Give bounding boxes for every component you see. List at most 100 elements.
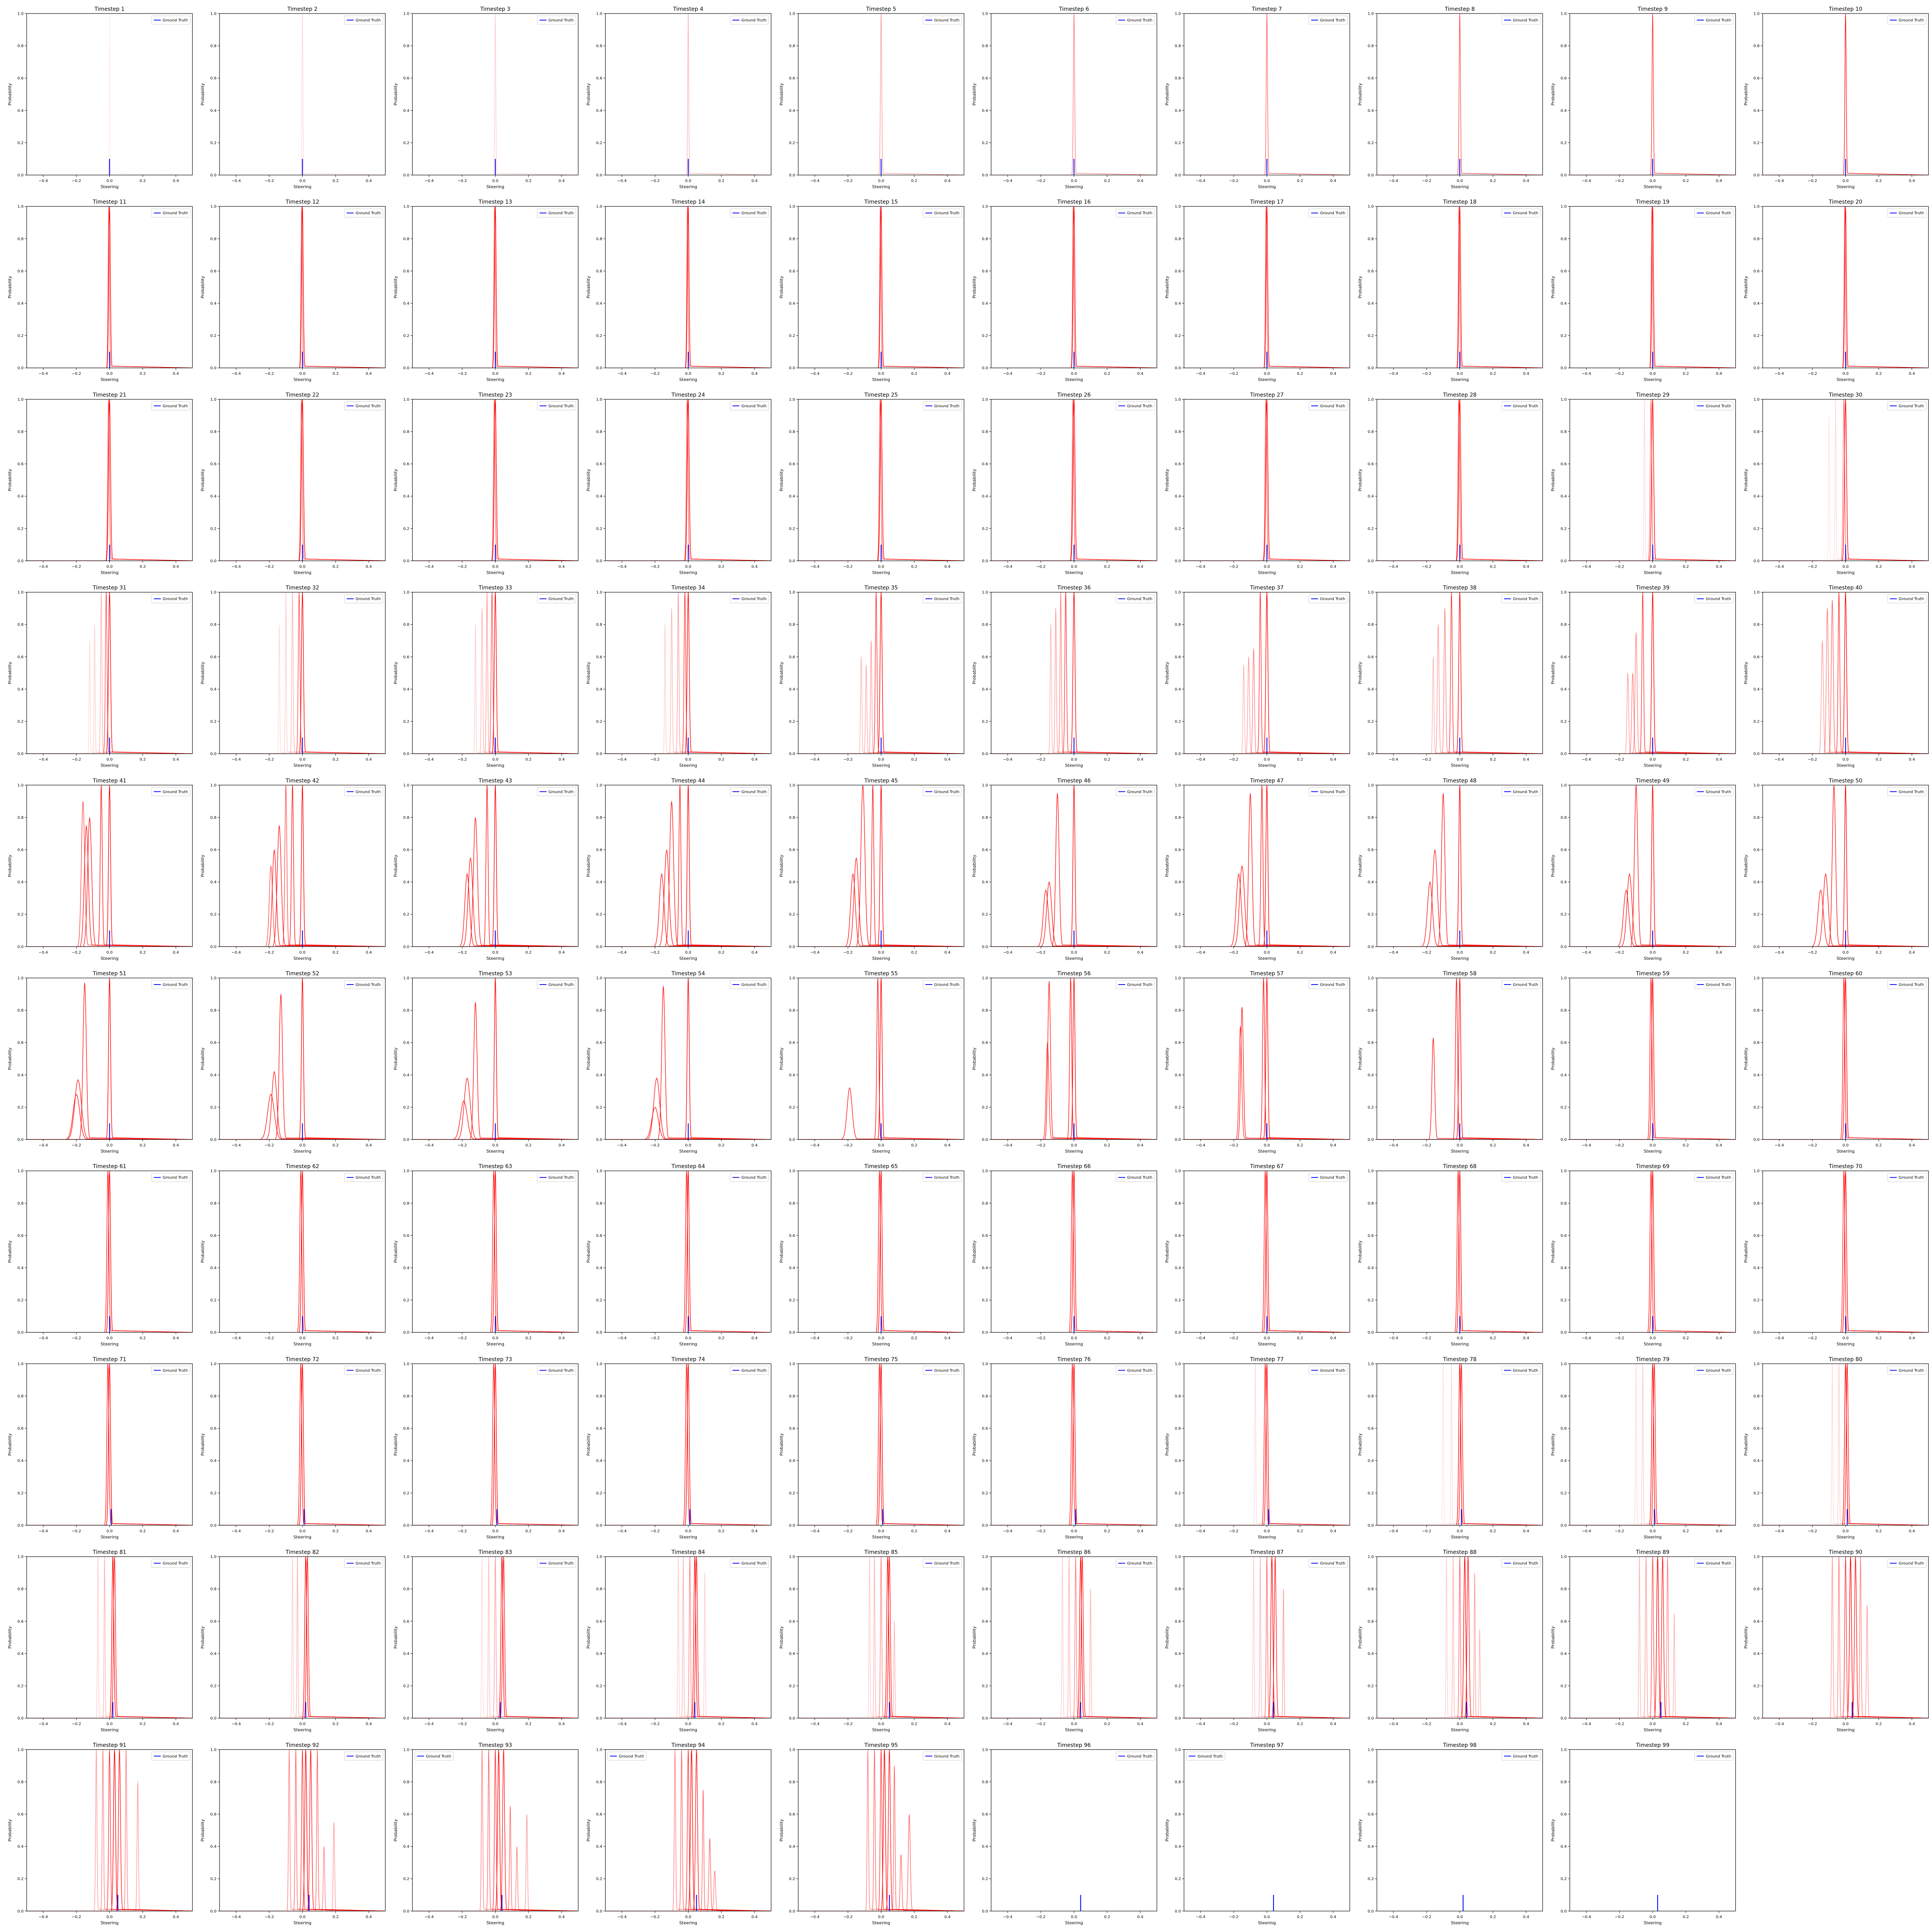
x-tick-label: −0.2 [1808,179,1817,183]
x-tick-label: 0.2 [1490,1529,1496,1533]
y-tick-label: 0.2 [982,1684,988,1689]
legend: Ground Truth [1694,15,1734,25]
axes-frame [1570,13,1736,175]
axes-frame [412,592,579,754]
x-tick-label: 0.2 [718,951,724,955]
legend: Ground Truth [537,1366,576,1375]
prediction-curve [798,978,964,1139]
prediction-curve [605,872,771,947]
legend-label: Ground Truth [934,1754,959,1759]
prediction-curve [1184,206,1350,368]
subplot-title: Timestep 43 [478,778,512,784]
subplot-title: Timestep 52 [285,971,319,977]
prediction-curve [1377,1556,1543,1718]
y-tick-label: 1.0 [596,1555,602,1559]
x-axis-label: Steering [486,184,504,189]
x-tick-label: 0.4 [1523,565,1529,569]
y-tick-label: 0.0 [403,1909,409,1913]
x-tick-label: 0.4 [1909,758,1915,762]
y-tick-label: 0.8 [982,1009,988,1013]
x-tick-label: 0.4 [1523,372,1529,376]
legend: Ground Truth [1116,1559,1155,1568]
y-tick-label: 1.0 [596,590,602,595]
subplot-23: Timestep 23−0.4 −0.2 0.0 0.2 0.40.00.20.40.6… [393,392,579,575]
x-tick-label: 0.2 [911,758,917,762]
x-axis-label: Steering [1451,184,1469,189]
x-axis-label: Steering [1644,377,1662,382]
legend-box [730,980,769,989]
prediction-curve [1184,1364,1350,1526]
prediction-curve [1762,785,1929,947]
x-tick-label: 0.4 [1330,1915,1336,1919]
x-tick-label: −0.4 [39,1722,48,1726]
y-tick-label: 0.2 [789,1298,795,1303]
subplot-42: Timestep 42−0.4 −0.2 0.0 0.2 0.40.00.20.40.6… [200,778,386,961]
x-tick-label: 0.0 [1264,1915,1270,1919]
y-axis-label: Probability [393,469,398,492]
y-tick-label: 0.6 [982,77,988,81]
subplot-title: Timestep 76 [1057,1356,1091,1362]
x-tick-label: −0.2 [1036,1143,1046,1148]
x-tick-label: −0.2 [457,179,467,183]
prediction-curve [412,592,578,754]
prediction-curve [27,399,192,561]
legend-box [344,1559,383,1568]
y-tick-label: 1.0 [17,1362,24,1366]
legend-box [537,594,576,604]
y-tick-label: 0.2 [1561,1877,1567,1881]
axes-frame [1570,1170,1736,1333]
y-tick-label: 0.4 [1753,1459,1760,1463]
y-axis-label: Probability [1357,1047,1362,1070]
prediction-curve [991,1556,1157,1718]
y-tick-label: 1.0 [1367,783,1374,787]
plot-area [27,1749,192,1911]
subplot-title: Timestep 15 [864,199,898,205]
legend: Ground Truth [1694,401,1734,410]
prediction-curve [991,981,1157,1139]
y-tick-label: 0.4 [1175,109,1181,113]
legend: Ground Truth [151,1559,190,1568]
legend-label: Ground Truth [355,1754,381,1759]
x-tick-label: 0.2 [911,565,917,569]
y-tick-label: 0.4 [1367,1073,1374,1077]
legend: Ground Truth [1501,787,1541,796]
y-tick-label: 0.4 [403,495,409,499]
y-tick-label: 0.4 [17,109,24,113]
y-tick-label: 0.6 [403,77,409,81]
subplot-title: Timestep 2 [287,6,318,12]
subplot-title: Timestep 80 [1828,1356,1862,1362]
y-axis-label: Probability [200,469,205,492]
legend: Ground Truth [1694,980,1734,989]
x-axis-label: Steering [486,1534,504,1539]
subplot-title: Timestep 64 [671,1163,705,1170]
legend-label: Ground Truth [742,1176,767,1180]
y-tick-label: 0.6 [210,848,216,852]
subplot-39: Timestep 39−0.4 −0.2 0.0 0.2 0.40.00.20.40.6… [1551,585,1736,768]
y-tick-label: 0.8 [17,1587,24,1592]
subplot-24: Timestep 24−0.4 −0.2 0.0 0.2 0.40.00.20.40.6… [586,392,772,575]
subplot-title: Timestep 83 [478,1549,512,1556]
prediction-curve [991,592,1157,754]
x-tick-label: −0.2 [72,1143,81,1148]
x-axis-label: Steering [872,956,890,961]
subplot-19: Timestep 19−0.4 −0.2 0.0 0.2 0.40.00.20.40.6… [1551,199,1736,382]
y-axis-label: Probability [586,662,591,684]
x-tick-label: −0.4 [1775,1143,1784,1148]
subplot-97: Timestep 97−0.4 −0.2 0.0 0.2 0.40.00.20.40.6… [1165,1742,1350,1925]
x-tick-label: −0.4 [810,1529,820,1533]
prediction-curve [1377,206,1543,368]
x-tick-label: −0.4 [424,1143,434,1148]
x-tick-label: −0.2 [1615,372,1624,376]
y-tick-label: 0.4 [403,1652,409,1656]
x-tick-label: −0.2 [843,372,852,376]
subplot-title: Timestep 28 [1442,392,1476,398]
y-tick-label: 0.8 [210,623,216,627]
y-tick-label: 0.0 [17,173,24,178]
subplot-56: Timestep 56−0.4 −0.2 0.0 0.2 0.40.00.20.40.6… [972,971,1157,1154]
y-axis-label: Probability [1165,276,1170,299]
x-axis-label: Steering [1065,1534,1083,1539]
prediction-curve [1377,793,1543,947]
y-axis-label: Probability [779,469,784,492]
legend-label: Ground Truth [1706,404,1731,408]
legend-box [730,401,769,410]
